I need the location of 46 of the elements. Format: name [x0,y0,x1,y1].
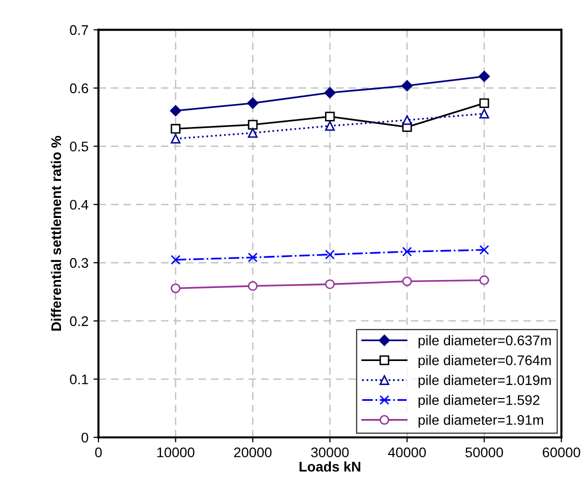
point [248,252,258,262]
point [401,80,413,92]
point [170,134,180,144]
y-tick-label: 0.2 [70,316,88,326]
point [170,283,180,294]
y-tick-label: 0.3 [70,258,88,268]
point [325,121,335,131]
point [325,250,335,260]
y-axis-title: Differential settlement ratio % [50,136,62,331]
point [170,254,180,265]
y-tick-label: 0.7 [70,25,88,35]
legend-label: pile diameter=0.637m [418,335,551,348]
point [324,87,336,98]
y-tick-label: 0 [82,432,88,443]
y-tick-label: 0.6 [70,83,88,94]
point [248,128,258,138]
legend-label: pile diameter=1.592 [418,394,540,408]
x-axis-title: Loads kN [300,461,360,472]
point [479,108,490,119]
x-tick-label: 10000 [157,447,194,458]
x-tick-label: 40000 [388,447,426,458]
point [170,124,180,134]
y-tick-label: 0.5 [70,142,88,152]
point [402,276,412,286]
point [248,120,258,130]
point [402,115,412,125]
x-tick-label: 30000 [311,447,349,458]
point [479,275,490,286]
point [402,246,412,256]
x-tick-label: 20000 [234,447,272,458]
y-tick-label: 0.1 [70,374,88,384]
legend-label: pile diameter=0.764m [418,355,551,368]
point [248,281,258,291]
x-tick-label: 50000 [465,447,503,458]
point [325,112,335,122]
legend-label: pile diameter=1.019m [418,374,551,388]
point [170,105,182,116]
point [478,70,490,82]
point [247,98,258,109]
y-tick-label: 0.4 [70,200,88,210]
point [325,279,335,290]
point [479,245,490,255]
legend-label: pile diameter=1.91m [418,414,544,428]
x-tick-label: 60000 [542,447,580,458]
x-tick-label: 0 [95,447,102,458]
point [479,98,490,108]
